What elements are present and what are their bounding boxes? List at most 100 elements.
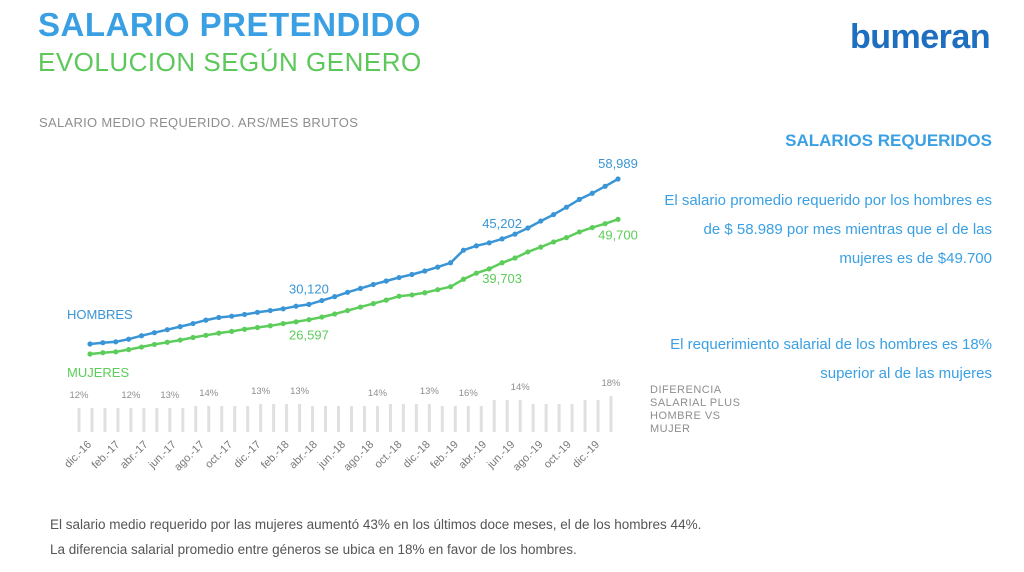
series-point-hombres	[87, 341, 93, 347]
series-point-hombres	[538, 218, 544, 224]
series-point-mujeres	[138, 344, 145, 350]
series-point-hombres	[332, 294, 338, 300]
series-point-mujeres	[589, 224, 595, 231]
series-point-hombres	[525, 225, 531, 231]
series-point-mujeres	[151, 341, 157, 348]
bar-label: 12%	[69, 390, 89, 401]
series-point-mujeres	[357, 304, 364, 310]
difference-bar	[492, 400, 496, 432]
series-point-mujeres	[383, 297, 389, 303]
x-tick-label: feb.-19	[428, 439, 461, 472]
series-point-hombres	[254, 309, 261, 315]
series-point-mujeres	[460, 276, 467, 282]
series-point-mujeres	[435, 287, 441, 293]
x-tick-label: dic.-16	[62, 439, 94, 471]
data-label-mujeres: 39,703	[482, 271, 522, 286]
series-point-mujeres	[370, 301, 376, 307]
series-point-mujeres	[551, 239, 557, 245]
series-point-mujeres	[203, 332, 209, 338]
difference-bar	[129, 408, 133, 432]
bar-label: 14%	[511, 382, 531, 393]
sidebar-paragraph-2: El requerimiento salarial de los hombres…	[670, 336, 992, 382]
x-tick-label: dic.-17	[232, 439, 264, 471]
series-point-hombres	[499, 236, 505, 242]
difference-bar	[557, 404, 561, 432]
series-point-mujeres	[525, 249, 531, 255]
series-point-mujeres	[126, 347, 132, 353]
legend-mujeres: MUJERES	[67, 365, 129, 380]
series-point-mujeres	[267, 323, 273, 329]
difference-bar	[388, 404, 392, 432]
series-point-mujeres	[344, 307, 351, 314]
page-title: SALARIO PRETENDIDO	[38, 6, 422, 43]
series-point-hombres	[576, 196, 582, 202]
difference-bar	[427, 404, 431, 432]
series-point-mujeres	[216, 330, 222, 336]
series-point-hombres	[164, 327, 170, 333]
series-point-mujeres	[241, 326, 248, 332]
bumeran-logo[interactable]: bumeran	[850, 18, 991, 56]
difference-bar	[142, 408, 146, 432]
series-point-hombres	[357, 285, 364, 292]
difference-bar	[531, 404, 535, 432]
series-point-mujeres	[538, 244, 544, 250]
series-point-hombres	[460, 247, 467, 253]
series-point-mujeres	[615, 216, 621, 222]
series-point-hombres	[473, 243, 479, 249]
difference-bar	[259, 404, 263, 432]
difference-bar	[285, 404, 289, 432]
series-point-mujeres	[177, 337, 183, 343]
series-point-hombres	[177, 324, 183, 330]
series-point-hombres	[551, 211, 557, 218]
difference-bar	[544, 404, 548, 432]
difference-bar	[155, 408, 159, 432]
series-point-hombres	[138, 333, 145, 339]
bar-label: 16%	[459, 388, 479, 399]
x-tick-label: abr.-17	[118, 439, 151, 472]
difference-bar	[90, 408, 94, 432]
series-point-hombres	[203, 317, 209, 323]
footer-line-1: El salario medio requerido por las mujer…	[50, 517, 702, 532]
series-point-mujeres	[113, 349, 119, 355]
series-point-mujeres	[293, 319, 299, 325]
series-point-hombres	[409, 271, 415, 278]
difference-bar	[440, 406, 444, 432]
difference-bar	[479, 406, 483, 432]
difference-bar	[311, 406, 315, 432]
series-point-hombres	[216, 314, 222, 321]
series-point-hombres	[435, 264, 441, 270]
data-label-hombres: 45,202	[482, 216, 522, 231]
data-label-mujeres: 26,597	[289, 328, 329, 343]
sidebar-heading: SALARIOS REQUERIDOS	[785, 131, 992, 150]
legend-hombres: HOMBRES	[67, 307, 133, 322]
difference-bar	[168, 408, 172, 432]
series-point-hombres	[344, 289, 351, 295]
series-point-mujeres	[602, 221, 608, 227]
series-point-hombres	[267, 307, 273, 314]
bar-label: 13%	[290, 386, 310, 397]
difference-bar	[337, 406, 341, 432]
series-point-mujeres	[306, 317, 312, 323]
series-point-hombres	[422, 268, 428, 274]
series-point-hombres	[563, 204, 570, 210]
difference-bar	[466, 406, 470, 432]
x-tick-label: oct.-19	[542, 439, 574, 471]
series-point-hombres	[100, 340, 106, 346]
series-point-hombres	[447, 260, 454, 266]
series-point-hombres	[306, 301, 312, 307]
bar-label: 13%	[251, 386, 271, 397]
series-point-mujeres	[229, 328, 235, 335]
bar-label: 14%	[368, 388, 388, 399]
series-point-hombres	[512, 231, 518, 237]
x-tick-label: feb.-18	[259, 439, 292, 472]
difference-bar	[77, 408, 81, 432]
series-point-mujeres	[447, 284, 454, 290]
data-label-hombres: 30,120	[289, 281, 329, 296]
x-tick-label: oct.-18	[372, 439, 404, 471]
difference-bar	[453, 406, 457, 432]
data-label-hombres: 58,989	[598, 156, 638, 171]
series-point-hombres	[190, 320, 196, 327]
difference-bar	[401, 404, 405, 432]
difference-bar	[116, 408, 120, 432]
